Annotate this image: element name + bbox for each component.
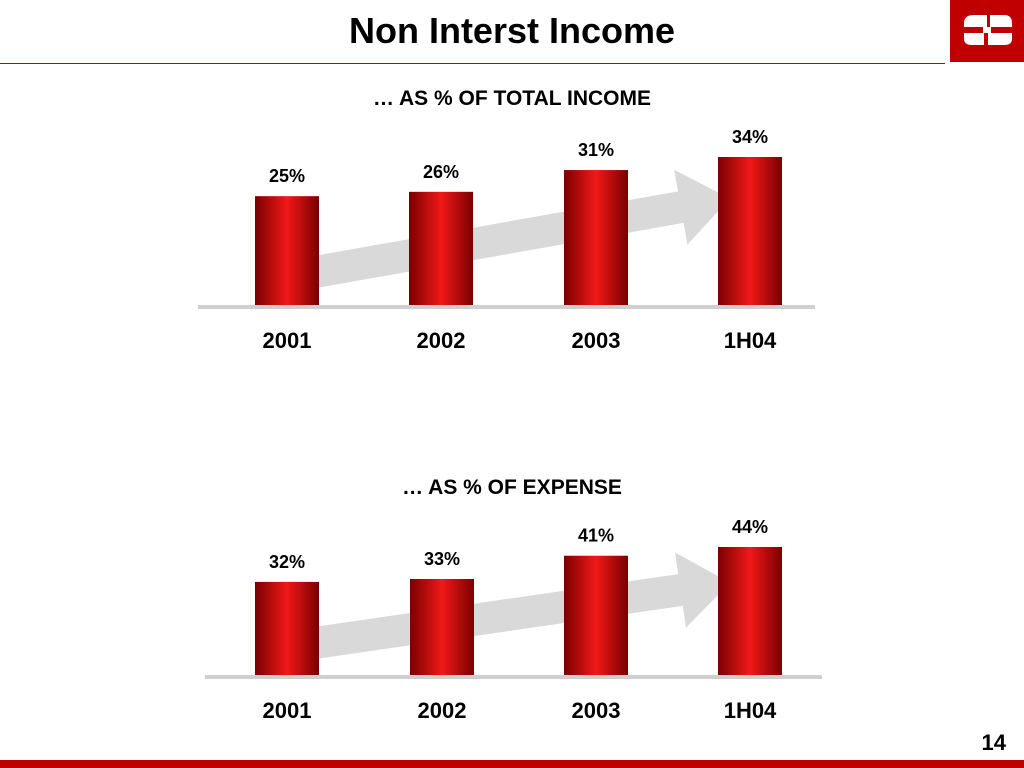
bar-2003 <box>564 170 628 305</box>
page-number: 14 <box>981 730 1006 755</box>
category-label-2001: 2001 <box>263 698 312 723</box>
category-label-1H04: 1H04 <box>724 328 777 353</box>
category-label-2003: 2003 <box>572 698 621 723</box>
trend-arrow <box>284 169 730 293</box>
title-divider <box>0 63 945 64</box>
data-label-2002: 26% <box>423 162 459 182</box>
data-label-2003: 31% <box>578 140 614 160</box>
x-axis-baseline <box>198 305 815 309</box>
category-label-2001: 2001 <box>263 328 312 353</box>
bar-1H04 <box>718 157 782 305</box>
page-title: Non Interst Income <box>348 10 676 51</box>
bar-1H04 <box>718 547 782 675</box>
trend-arrow <box>284 552 730 663</box>
data-label-2001: 32% <box>269 552 305 572</box>
data-label-2002: 33% <box>424 549 460 569</box>
footer-bar <box>0 760 1024 768</box>
expense-chart: 32% 2001 33% 2002 41% 2003 44% 1H04 <box>205 517 822 723</box>
bar-2002 <box>410 579 474 675</box>
chart-title-expense: … AS % OF EXPENSE <box>402 476 622 499</box>
bar-2001 <box>255 581 319 675</box>
data-label-1H04: 34% <box>732 127 768 147</box>
data-label-2001: 25% <box>269 166 305 186</box>
bank-logo-icon <box>950 0 1024 62</box>
data-label-1H04: 44% <box>732 517 768 537</box>
total-income-chart: 25% 2001 26% 2002 31% 2003 34% 1H04 <box>198 127 815 353</box>
bar-2002 <box>409 191 473 305</box>
bar-2003 <box>564 555 628 675</box>
x-axis-baseline <box>205 675 822 679</box>
data-label-2003: 41% <box>578 526 614 546</box>
category-label-2002: 2002 <box>417 328 466 353</box>
category-label-1H04: 1H04 <box>724 698 777 723</box>
bar-2001 <box>255 196 319 305</box>
chart-title-total-income: … AS % OF TOTAL INCOME <box>372 87 652 110</box>
category-label-2003: 2003 <box>572 328 621 353</box>
category-label-2002: 2002 <box>418 698 467 723</box>
